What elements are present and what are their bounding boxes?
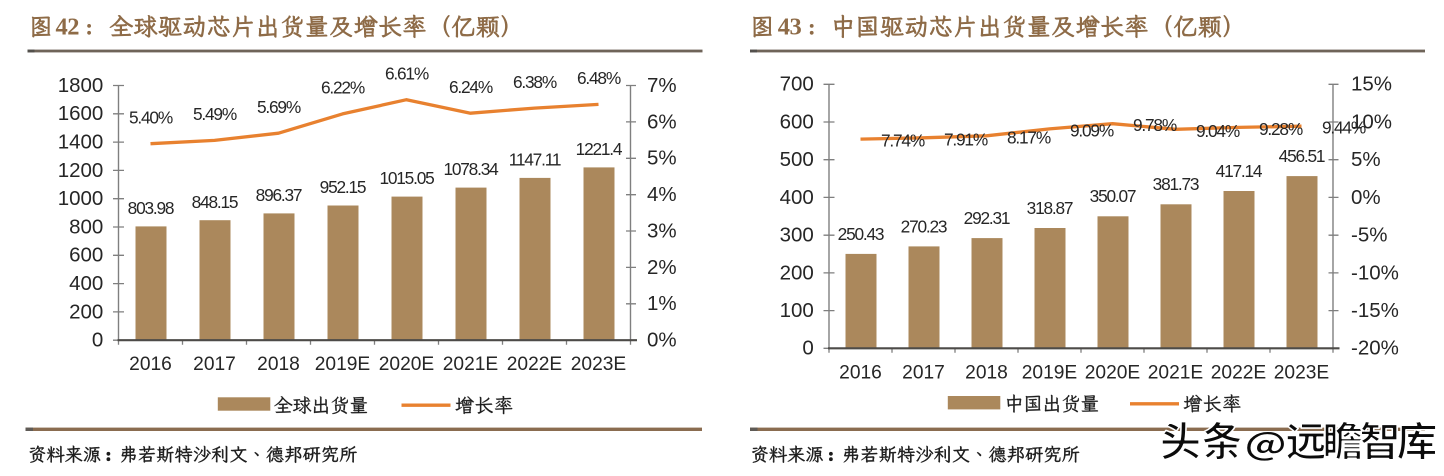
svg-text:1078.34: 1078.34: [443, 159, 499, 179]
svg-text:2018: 2018: [965, 362, 1008, 383]
svg-text:6%: 6%: [647, 110, 677, 133]
svg-text:350.07: 350.07: [1090, 186, 1136, 206]
svg-text:5.40%: 5.40%: [129, 108, 173, 128]
svg-text:1%: 1%: [647, 292, 677, 315]
svg-text:2017: 2017: [193, 354, 236, 375]
svg-text:2020E: 2020E: [379, 354, 434, 375]
svg-text:2017: 2017: [902, 362, 945, 383]
svg-text:2022E: 2022E: [1211, 362, 1266, 383]
svg-text:700: 700: [780, 73, 814, 96]
svg-text:2%: 2%: [647, 256, 677, 279]
svg-text:8.17%: 8.17%: [1007, 127, 1051, 147]
svg-text:2022E: 2022E: [507, 354, 562, 375]
svg-text:3%: 3%: [647, 219, 677, 242]
svg-text:6.48%: 6.48%: [577, 68, 621, 88]
svg-text:400: 400: [780, 186, 814, 209]
svg-text:2019E: 2019E: [315, 354, 370, 375]
svg-text:7.74%: 7.74%: [881, 131, 925, 151]
svg-text:7%: 7%: [647, 74, 677, 97]
svg-text:381.73: 381.73: [1153, 174, 1199, 194]
svg-text:803.98: 803.98: [128, 198, 174, 218]
svg-text:7.91%: 7.91%: [944, 129, 988, 149]
svg-text:270.23: 270.23: [901, 216, 947, 236]
svg-text:4%: 4%: [647, 183, 677, 206]
svg-text:5.69%: 5.69%: [257, 97, 301, 117]
svg-text:-15%: -15%: [1351, 299, 1399, 322]
svg-text:456.51: 456.51: [1279, 146, 1325, 166]
svg-text:500: 500: [780, 148, 814, 171]
svg-text:400: 400: [69, 272, 103, 295]
svg-text:200: 200: [780, 261, 814, 284]
svg-text:-10%: -10%: [1351, 261, 1399, 284]
svg-text:100: 100: [780, 299, 814, 322]
svg-text:5%: 5%: [647, 147, 677, 170]
svg-text:2021E: 2021E: [443, 354, 498, 375]
svg-text:9.78%: 9.78%: [1133, 115, 1177, 135]
svg-text:2023E: 2023E: [1274, 362, 1329, 383]
svg-text:-20%: -20%: [1351, 337, 1399, 360]
svg-text:0: 0: [802, 337, 813, 360]
svg-text:1600: 1600: [58, 102, 104, 125]
svg-text:318.87: 318.87: [1027, 198, 1073, 218]
svg-text:9.44%: 9.44%: [1322, 118, 1366, 138]
svg-text:1200: 1200: [58, 159, 104, 182]
svg-text:1015.05: 1015.05: [379, 168, 434, 188]
svg-text:292.31: 292.31: [964, 208, 1010, 228]
svg-text:800: 800: [69, 215, 103, 238]
svg-text:896.37: 896.37: [256, 185, 302, 205]
svg-text:6.61%: 6.61%: [385, 64, 429, 84]
svg-text:1000: 1000: [58, 187, 104, 210]
svg-text:600: 600: [69, 244, 103, 267]
svg-text:6.38%: 6.38%: [513, 72, 557, 92]
svg-text:2021E: 2021E: [1148, 362, 1203, 383]
svg-text:6.24%: 6.24%: [449, 77, 493, 97]
svg-text:0%: 0%: [647, 329, 677, 352]
svg-text:1147.11: 1147.11: [509, 150, 561, 170]
svg-text:1221.4: 1221.4: [576, 139, 623, 159]
svg-text:2016: 2016: [839, 362, 882, 383]
svg-text:1800: 1800: [58, 74, 104, 97]
svg-text:15%: 15%: [1351, 73, 1392, 96]
svg-text:200: 200: [69, 300, 103, 323]
svg-text:300: 300: [780, 224, 814, 247]
svg-text:1400: 1400: [58, 131, 104, 154]
svg-text:2023E: 2023E: [571, 354, 626, 375]
svg-text:952.15: 952.15: [320, 177, 366, 197]
svg-text:250.43: 250.43: [838, 224, 884, 244]
svg-text:600: 600: [780, 110, 814, 133]
svg-text:9.04%: 9.04%: [1196, 121, 1240, 141]
svg-text:2020E: 2020E: [1085, 362, 1140, 383]
svg-text:43: 43: [778, 14, 802, 41]
svg-text:-5%: -5%: [1351, 224, 1387, 247]
svg-text:0: 0: [92, 329, 103, 352]
svg-text:2016: 2016: [129, 354, 172, 375]
svg-text:0%: 0%: [1351, 186, 1381, 209]
svg-text:5%: 5%: [1351, 148, 1381, 171]
svg-text:5.49%: 5.49%: [193, 104, 237, 124]
svg-text:848.15: 848.15: [192, 192, 238, 212]
svg-text:9.28%: 9.28%: [1259, 119, 1303, 139]
svg-text:417.14: 417.14: [1216, 161, 1263, 181]
svg-text:6.22%: 6.22%: [321, 78, 365, 98]
svg-text:10%: 10%: [1351, 110, 1392, 133]
svg-text:42: 42: [56, 14, 80, 41]
svg-text:2019E: 2019E: [1022, 362, 1077, 383]
svg-text:2018: 2018: [257, 354, 300, 375]
svg-text:9.09%: 9.09%: [1070, 120, 1114, 140]
